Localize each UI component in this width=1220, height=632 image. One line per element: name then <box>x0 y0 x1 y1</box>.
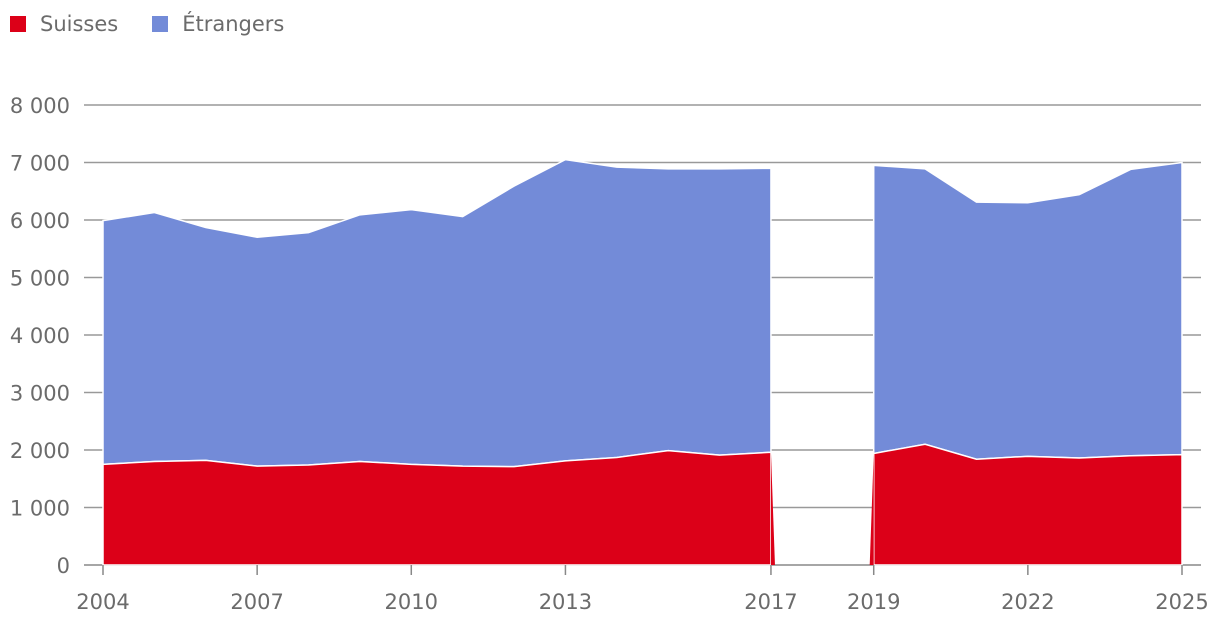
x-axis: 2004 2007 2010 2013 2017 2019 2022 2025 <box>76 565 1209 614</box>
y-tick-label: 8 000 <box>10 94 70 118</box>
y-tick-label: 0 <box>57 554 70 578</box>
y-tick-label: 6 000 <box>10 209 70 233</box>
y-tick-label: 7 000 <box>10 152 70 176</box>
area-etrangers-segment-0 <box>102 158 772 468</box>
legend-label-suisses: Suisses <box>40 12 119 36</box>
legend: Suisses Étrangers <box>10 12 284 36</box>
legend-item-etrangers[interactable]: Étrangers <box>152 12 284 36</box>
chart-areas <box>102 158 1183 566</box>
legend-label-etrangers: Étrangers <box>182 12 285 36</box>
y-tick-label: 5 000 <box>10 267 70 291</box>
y-axis: 0 1 000 2 000 3 000 4 000 5 000 6 000 7 000 8 00… <box>10 94 70 578</box>
x-tick-label: 2025 <box>1155 590 1208 614</box>
area-suisses-risein <box>869 453 874 565</box>
x-tick-label: 2004 <box>76 590 129 614</box>
y-tick-label: 3 000 <box>10 382 70 406</box>
x-tick-label: 2007 <box>230 590 283 614</box>
x-tick-label: 2022 <box>1001 590 1054 614</box>
area-etrangers-segment-1 <box>872 161 1183 460</box>
y-tick-label: 1 000 <box>10 497 70 521</box>
x-tick-label: 2010 <box>385 590 438 614</box>
y-tick-label: 2 000 <box>10 439 70 463</box>
legend-swatch-suisses <box>10 16 26 32</box>
area-suisses-dropoff <box>770 452 775 565</box>
y-tick-label: 4 000 <box>10 324 70 348</box>
area-suisses-segment-0 <box>102 449 772 566</box>
x-tick-label: 2017 <box>744 590 797 614</box>
area-suisses-segment-1 <box>872 443 1183 566</box>
x-tick-label: 2019 <box>847 590 900 614</box>
legend-item-suisses[interactable]: Suisses <box>10 12 118 36</box>
legend-swatch-etrangers <box>152 16 169 32</box>
x-tick-label: 2013 <box>539 590 592 614</box>
